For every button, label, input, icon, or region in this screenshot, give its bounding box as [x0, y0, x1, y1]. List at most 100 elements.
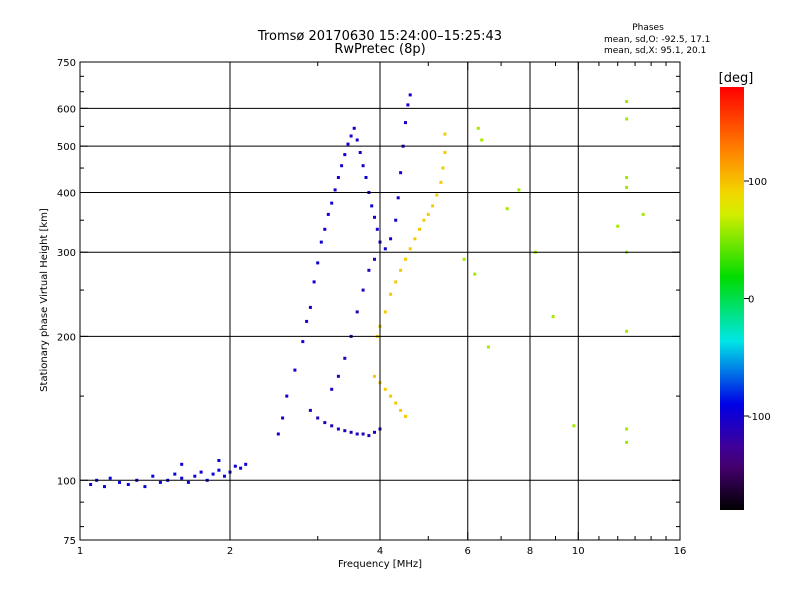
data-point-3-23 — [443, 151, 447, 154]
legend-line-o: mean, sd,O: -92.5, 17.1 — [604, 35, 710, 45]
data-point-1-2 — [285, 394, 289, 398]
data-point-3-2 — [383, 387, 387, 391]
data-point-3-13 — [404, 257, 407, 261]
data-point-1-18 — [349, 134, 353, 138]
x-tick-label-6: 6 — [465, 546, 471, 557]
data-point-0-8 — [151, 474, 155, 478]
data-point-4-12 — [625, 185, 629, 189]
legend-title: Phases — [632, 23, 664, 33]
data-point-1-29 — [383, 247, 387, 251]
data-point-3-12 — [399, 268, 403, 272]
data-point-1-32 — [396, 196, 400, 200]
data-point-1-17 — [346, 142, 350, 146]
axes: 1 2 4 6 8 10 16 75 100 200 300 400 500 600 750 — [57, 58, 686, 557]
data-point-1-13 — [333, 188, 337, 192]
data-point-0-9 — [158, 480, 162, 484]
data-point-4-4 — [486, 345, 490, 349]
data-point-2-19 — [373, 257, 376, 261]
data-point-2-17 — [361, 288, 365, 292]
data-point-3-4 — [394, 401, 398, 405]
data-point-2-2 — [323, 421, 327, 425]
y-tick-label-750: 750 — [57, 58, 76, 69]
data-point-4-7 — [551, 315, 555, 319]
data-point-3-16 — [418, 227, 421, 231]
data-point-2-14 — [343, 356, 347, 360]
data-point-1-25 — [370, 204, 374, 208]
data-point-1-10 — [323, 227, 327, 231]
data-point-4-2 — [476, 126, 480, 130]
data-point-4-5 — [505, 207, 509, 211]
data-point-4-17 — [641, 212, 645, 216]
data-point-0-14 — [193, 474, 197, 478]
data-point-1-37 — [408, 93, 412, 97]
data-point-0-4 — [118, 480, 121, 484]
data-point-4-9 — [625, 100, 629, 103]
data-point-0-23 — [244, 462, 248, 466]
x-tick-label-8: 8 — [527, 546, 533, 557]
data-point-4-18 — [616, 224, 620, 228]
y-tick-label-400: 400 — [57, 188, 76, 199]
grid — [80, 62, 680, 540]
data-point-4-16 — [625, 440, 629, 444]
data-point-1-16 — [343, 153, 347, 157]
data-point-4-10 — [625, 117, 629, 121]
y-axis-label: Stationary phase Virtual Height [km] — [39, 208, 50, 392]
data-point-0-21 — [233, 464, 237, 468]
data-point-3-19 — [431, 204, 435, 208]
data-point-3-0 — [373, 374, 376, 378]
data-point-2-4 — [336, 427, 340, 431]
data-point-2-7 — [355, 432, 359, 436]
data-point-4-19 — [517, 188, 521, 192]
data-point-1-11 — [326, 212, 330, 216]
chart-subtitle: RwPretec (8p) — [334, 42, 425, 57]
data-point-0-3 — [108, 476, 112, 480]
y-tick-label-500: 500 — [57, 142, 76, 153]
colorbar-tick-label-0: 100 — [748, 177, 767, 188]
data-point-2-3 — [330, 424, 334, 428]
data-point-2-13 — [336, 374, 340, 378]
data-point-4-3 — [480, 138, 484, 142]
data-point-3-5 — [399, 408, 403, 412]
data-point-1-19 — [352, 126, 356, 130]
data-point-1-14 — [336, 176, 340, 179]
data-point-0-17 — [211, 472, 215, 476]
data-point-1-23 — [364, 176, 368, 179]
legend-line-x: mean, sd,X: 95.1, 20.1 — [604, 46, 706, 56]
data-point-1-6 — [308, 305, 312, 309]
data-point-0-13 — [186, 480, 190, 484]
data-point-0-11 — [173, 472, 177, 476]
colorbar-strip — [720, 87, 744, 510]
data-point-0-7 — [143, 485, 147, 489]
data-point-1-7 — [312, 280, 316, 284]
data-point-3-10 — [389, 292, 393, 296]
data-point-1-5 — [305, 319, 309, 323]
data-point-3-20 — [435, 193, 439, 197]
data-point-0-22 — [239, 466, 243, 470]
data-point-1-27 — [375, 227, 379, 231]
data-point-2-1 — [316, 416, 320, 420]
data-point-3-24 — [443, 132, 447, 136]
data-point-2-8 — [361, 432, 365, 436]
data-point-4-0 — [462, 257, 466, 261]
data-point-1-35 — [404, 121, 407, 125]
data-point-4-1 — [473, 272, 477, 276]
data-point-4-15 — [625, 427, 629, 431]
data-point-3-15 — [413, 237, 417, 241]
data-point-4-11 — [625, 176, 629, 179]
y-tick-label-75: 75 — [63, 536, 76, 547]
colorbar: 100 0 -100 — [720, 87, 771, 510]
data-point-3-18 — [426, 212, 430, 216]
x-tick-label-2: 2 — [227, 546, 233, 557]
data-point-1-20 — [355, 138, 359, 142]
data-point-4-14 — [625, 329, 629, 333]
data-point-2-16 — [355, 310, 359, 314]
data-point-2-0 — [308, 408, 312, 412]
plot-area — [89, 93, 645, 489]
data-point-0-15 — [199, 470, 203, 474]
x-tick-label-4: 4 — [377, 546, 383, 557]
data-point-1-4 — [301, 340, 305, 344]
data-point-1-36 — [406, 103, 410, 107]
y-tick-label-200: 200 — [57, 332, 76, 343]
colorbar-tick-label-1: 0 — [748, 295, 754, 306]
